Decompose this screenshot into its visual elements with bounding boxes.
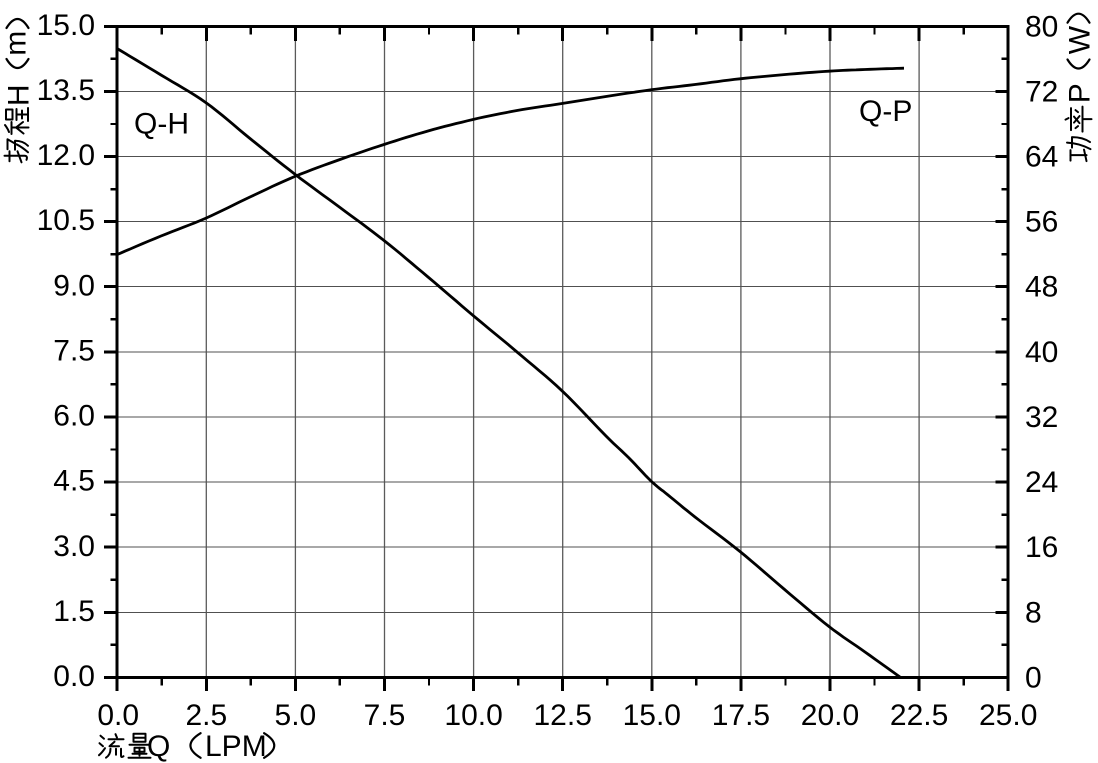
svg-text:Q-H: Q-H	[134, 108, 189, 141]
svg-text:6.0: 6.0	[53, 400, 95, 433]
svg-text:12.5: 12.5	[534, 699, 592, 732]
svg-text:m: m	[0, 31, 32, 56]
svg-text:3.0: 3.0	[53, 530, 95, 563]
svg-text:0.0: 0.0	[53, 660, 95, 693]
svg-text:12.0: 12.0	[37, 139, 95, 172]
svg-text:10.5: 10.5	[37, 204, 95, 237]
svg-text:8: 8	[1025, 596, 1042, 629]
svg-text:W: W	[1064, 25, 1097, 54]
svg-text:9.0: 9.0	[53, 269, 95, 302]
svg-text:2.5: 2.5	[185, 699, 227, 732]
svg-text:22.5: 22.5	[890, 699, 948, 732]
svg-text:1.5: 1.5	[53, 595, 95, 628]
svg-text:56: 56	[1025, 206, 1058, 239]
svg-text:64: 64	[1025, 141, 1058, 174]
svg-text:20.0: 20.0	[801, 699, 859, 732]
svg-text:0.0: 0.0	[97, 699, 139, 732]
svg-text:48: 48	[1025, 271, 1058, 304]
svg-text:0: 0	[1025, 661, 1042, 694]
svg-text:13.5: 13.5	[37, 74, 95, 107]
svg-text:72: 72	[1025, 75, 1058, 108]
svg-text:80: 80	[1025, 10, 1058, 43]
svg-text:15.0: 15.0	[623, 699, 681, 732]
svg-text:Q: Q	[147, 730, 170, 763]
svg-text:7.5: 7.5	[53, 335, 95, 368]
svg-text:7.5: 7.5	[364, 699, 406, 732]
svg-text:24: 24	[1025, 466, 1058, 499]
svg-text:25.0: 25.0	[979, 699, 1037, 732]
svg-text:15.0: 15.0	[37, 9, 95, 42]
svg-text:16: 16	[1025, 531, 1058, 564]
svg-text:17.5: 17.5	[712, 699, 770, 732]
svg-text:40: 40	[1025, 336, 1058, 369]
svg-text:10.0: 10.0	[444, 699, 502, 732]
svg-text:4.5: 4.5	[53, 465, 95, 498]
svg-text:5.0: 5.0	[275, 699, 317, 732]
svg-text:H: H	[3, 84, 36, 106]
svg-text:P: P	[1064, 83, 1097, 103]
svg-text:Q-P: Q-P	[859, 95, 912, 128]
svg-text:32: 32	[1025, 401, 1058, 434]
svg-text:LPM: LPM	[205, 730, 267, 763]
